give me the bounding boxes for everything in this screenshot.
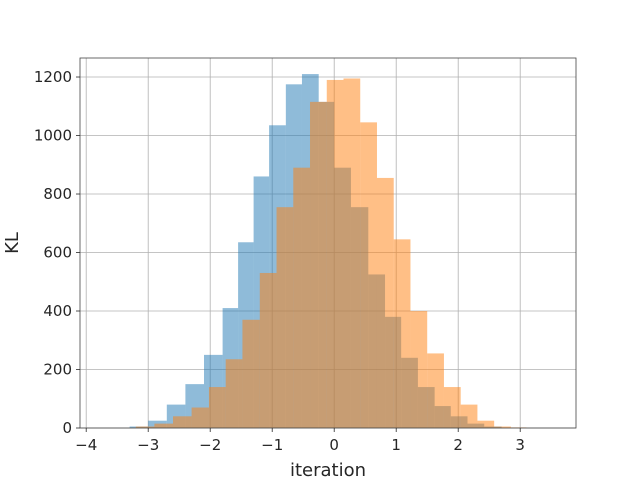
histogram-bar-series-2 [242, 319, 260, 428]
y-tick-label: 0 [62, 419, 72, 437]
y-tick-label: 400 [43, 302, 72, 320]
x-tick-label: 0 [329, 436, 339, 454]
x-tick-label: −4 [75, 436, 97, 454]
histogram-bar-series-2 [427, 353, 444, 428]
histogram-bar-series-2 [410, 311, 428, 428]
histogram-bar-series-2 [293, 167, 311, 429]
y-tick-label: 600 [43, 244, 72, 262]
y-tick-label: 1000 [34, 127, 72, 145]
histogram-bar-series-2 [393, 239, 411, 428]
histogram-bar-series-2 [494, 426, 511, 428]
histogram-bar-series-2 [326, 79, 344, 428]
histogram-bar-series-2 [343, 78, 361, 429]
histogram-bar-series-2 [173, 416, 192, 428]
y-tick-label: 1200 [34, 68, 72, 86]
histogram-bar-series-2 [310, 101, 327, 428]
histogram-bars [129, 74, 527, 429]
x-tick-label: 2 [453, 436, 463, 454]
histogram-bar-series-2 [477, 420, 495, 428]
x-tick-label: 1 [391, 436, 401, 454]
x-tick-label: −1 [261, 436, 283, 454]
histogram-bar-series-2 [259, 272, 277, 428]
y-tick-label: 200 [43, 361, 72, 379]
histogram-bar-series-2 [191, 407, 209, 428]
plot-frame [79, 57, 577, 429]
histogram-bar-series-2 [208, 387, 226, 428]
histogram-bar-series-2 [376, 177, 394, 428]
histogram-bar-series-2 [460, 404, 478, 428]
y-axis-label: KL [2, 232, 23, 254]
y-tick-label: 800 [43, 185, 72, 203]
y-axis-ticks: 0 200 400 600 800 1000 1200 [34, 68, 80, 437]
x-tick-label: −3 [137, 436, 159, 454]
x-axis-ticks: −4 −3 −2 −1 0 1 2 3 [75, 428, 525, 454]
histogram-bar-series-2 [225, 359, 243, 428]
histogram-bar-series-2 [135, 426, 155, 428]
histogram-bar-series-2 [360, 122, 377, 428]
histogram-bar-series-2 [154, 423, 173, 428]
histogram-bar-series-2 [276, 207, 294, 428]
x-tick-label: −2 [199, 436, 221, 454]
x-axis-label: iteration [290, 460, 366, 480]
histogram-bar-series-2 [443, 387, 461, 428]
x-tick-label: 3 [515, 436, 525, 454]
